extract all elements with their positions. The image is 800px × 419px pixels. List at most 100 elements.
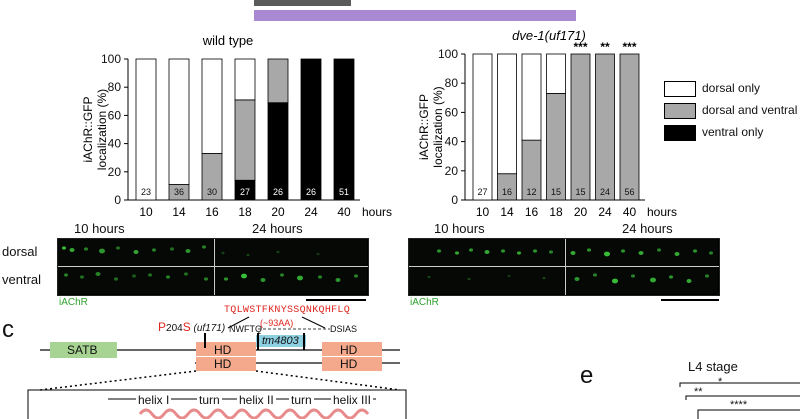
chart-title: wild type bbox=[202, 33, 254, 48]
fluorescent-punctum bbox=[246, 253, 250, 257]
bar-segment bbox=[234, 58, 256, 101]
y-tick-label: 20 bbox=[445, 164, 459, 178]
fluorescent-punctum bbox=[427, 275, 431, 279]
bar-segment bbox=[497, 53, 517, 175]
y-axis-label: iAChR::GFPlocalization (%) bbox=[417, 86, 445, 167]
y-tick-label: 20 bbox=[108, 165, 122, 179]
panel-letter-e: e bbox=[580, 362, 594, 389]
mutation-position: 204 bbox=[166, 323, 183, 334]
micrograph-caption: iAChR bbox=[59, 297, 88, 308]
fluorescent-punctum bbox=[437, 249, 441, 253]
fluorescent-punctum bbox=[152, 248, 156, 252]
sample-size-label: 16 bbox=[502, 187, 512, 197]
sample-size-label: 15 bbox=[551, 187, 561, 197]
legend-label: dorsal and ventral bbox=[702, 103, 798, 117]
micrograph-time-label: 10 hours bbox=[74, 221, 125, 236]
micrograph-strip bbox=[409, 267, 564, 294]
x-tick-label: 16 bbox=[525, 205, 539, 219]
fluorescent-punctum bbox=[184, 272, 188, 276]
fluorescent-punctum bbox=[354, 274, 358, 278]
x-tick-label: 16 bbox=[205, 205, 219, 219]
fluorescent-punctum bbox=[202, 245, 206, 249]
helix-label: helix III bbox=[331, 393, 374, 407]
deletion-label: (~93AA) bbox=[260, 318, 294, 328]
fluorescent-punctum bbox=[318, 275, 322, 279]
bar-segment bbox=[135, 58, 157, 201]
fluorescent-punctum bbox=[587, 248, 591, 252]
timeline-bar-purple bbox=[254, 10, 576, 21]
flank-right: DSIAS bbox=[330, 324, 358, 334]
fluorescent-punctum bbox=[260, 278, 266, 282]
significance-marker: **** bbox=[730, 399, 748, 411]
fluorescent-punctum bbox=[455, 251, 459, 255]
fluorescent-punctum bbox=[542, 276, 546, 280]
y-tick-label: 0 bbox=[114, 193, 121, 207]
fluorescent-punctum bbox=[316, 252, 320, 256]
bar-segment bbox=[570, 53, 591, 201]
legend-swatch-dorsal-only bbox=[664, 81, 696, 97]
x-axis-label: hours bbox=[362, 205, 392, 219]
fluorescent-punctum bbox=[593, 273, 597, 277]
sample-size-label: 30 bbox=[207, 187, 217, 197]
fluorescent-punctum bbox=[148, 273, 152, 277]
hd-domain bbox=[196, 342, 256, 356]
fluorescent-punctum bbox=[533, 249, 537, 253]
fluorescent-punctum bbox=[297, 275, 303, 281]
micrograph-strip bbox=[566, 267, 718, 294]
x-tick-label: 40 bbox=[337, 205, 351, 219]
y-tick-label: 40 bbox=[445, 135, 459, 149]
fluorescent-punctum bbox=[507, 274, 511, 278]
micrograph-wild-type bbox=[57, 238, 369, 296]
sample-size-label: 36 bbox=[174, 187, 184, 197]
row-label-dorsal: dorsal bbox=[2, 244, 38, 259]
bar-segment bbox=[201, 58, 223, 154]
bar-segment bbox=[619, 53, 640, 201]
legend-item: ventral only bbox=[664, 122, 800, 144]
fluorescent-punctum bbox=[280, 273, 284, 277]
sample-size-label: 27 bbox=[477, 187, 487, 197]
sample-size-label: 12 bbox=[526, 187, 536, 197]
fluorescent-punctum bbox=[469, 248, 473, 252]
y-axis-label: iAChR::GFPlocalization (%) bbox=[81, 89, 109, 170]
significance-label: *** bbox=[573, 40, 587, 54]
sample-size-label: 51 bbox=[339, 187, 349, 197]
fluorescent-punctum bbox=[674, 252, 680, 256]
timeline-bar-dark bbox=[254, 0, 351, 6]
hd-domain bbox=[322, 357, 382, 371]
hd-label: HD bbox=[340, 343, 358, 357]
helix-label: helix I bbox=[136, 393, 172, 407]
fluorescent-punctum bbox=[467, 277, 471, 281]
hd-domain bbox=[322, 342, 382, 356]
sample-size-label: 15 bbox=[575, 187, 585, 197]
legend-label: dorsal only bbox=[702, 81, 761, 95]
fluorescent-punctum bbox=[657, 248, 661, 252]
x-tick-label: 18 bbox=[238, 205, 252, 219]
x-tick-label: 18 bbox=[549, 205, 563, 219]
domain-diagram bbox=[27, 316, 407, 419]
fluorescent-punctum bbox=[95, 272, 101, 276]
micrograph-time-label: 24 hours bbox=[622, 221, 673, 236]
legend-swatch-ventral-only bbox=[664, 125, 696, 141]
fluorescent-punctum bbox=[612, 278, 618, 284]
fluorescent-punctum bbox=[224, 277, 228, 281]
x-tick-label: 20 bbox=[574, 205, 588, 219]
fluorescent-punctum bbox=[709, 251, 713, 255]
hd-label: HD bbox=[214, 357, 232, 371]
insert-sequence: TQLWSTFKNYSSQNKQHFLQ bbox=[224, 305, 351, 316]
fluorescent-punctum bbox=[99, 248, 105, 254]
sample-size-label: 27 bbox=[240, 187, 250, 197]
fluorescent-punctum bbox=[517, 251, 521, 255]
fluorescent-punctum bbox=[574, 277, 580, 281]
point-mutation-label: P204S (uf171) bbox=[158, 320, 225, 334]
x-tick-label: 24 bbox=[598, 205, 612, 219]
panel-e-title: L4 stage bbox=[688, 359, 738, 374]
turn-label: turn bbox=[197, 393, 222, 407]
hd-label: HD bbox=[340, 357, 358, 371]
x-tick-label: 24 bbox=[304, 205, 318, 219]
significance-marker: ** bbox=[694, 386, 703, 398]
x-tick-label: 10 bbox=[139, 205, 153, 219]
x-axis-label: hours bbox=[647, 205, 677, 219]
fluorescent-punctum bbox=[484, 250, 490, 254]
fluorescent-punctum bbox=[64, 273, 68, 277]
